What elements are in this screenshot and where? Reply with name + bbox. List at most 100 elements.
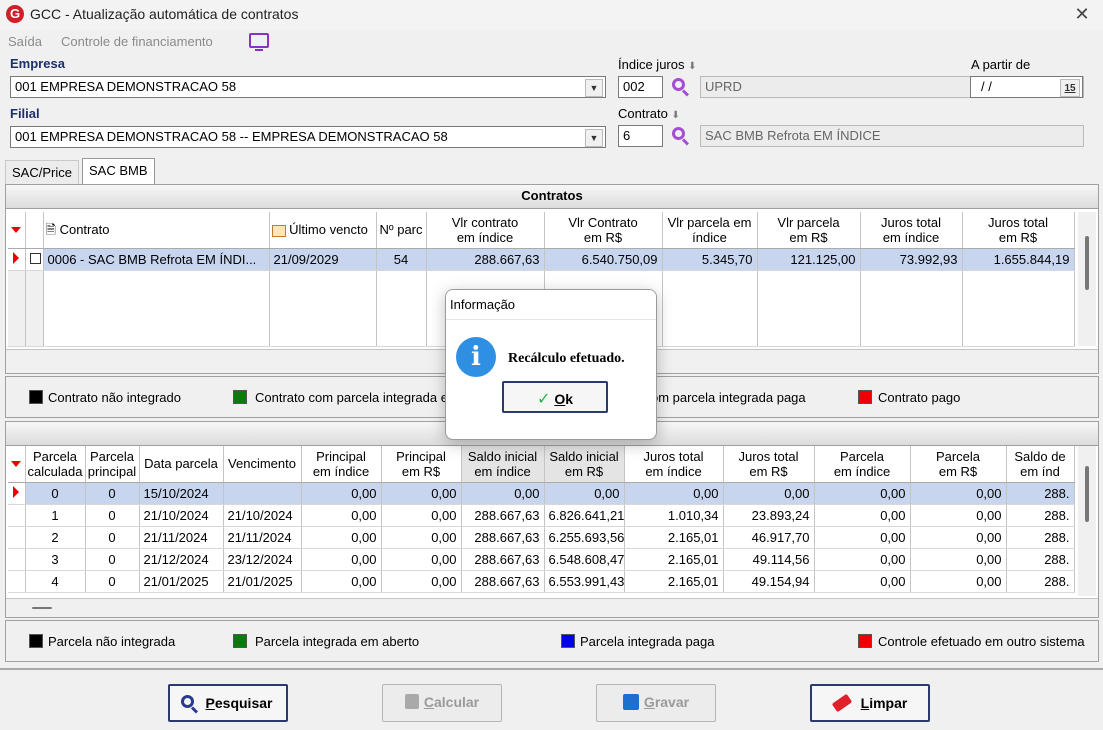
col-nparc[interactable]: Nº parc xyxy=(376,212,427,249)
legend-color-black xyxy=(29,390,43,404)
col-vlr-parcela-rs[interactable]: Vlr parcela em R$ xyxy=(757,212,861,249)
search-icon[interactable] xyxy=(671,126,691,146)
col-juros-indice[interactable]: Juros total em índice xyxy=(860,212,963,249)
table-row[interactable]: 3 0 21/12/2024 23/12/2024 0,00 0,00 288.667,63… xyxy=(8,548,1075,571)
indice-code-input[interactable]: 002 xyxy=(618,76,663,98)
cell-parc-indice: 5.345,70 xyxy=(662,248,758,271)
sort-indicator[interactable] xyxy=(8,446,26,483)
legend-label: Contrato não integrado xyxy=(48,390,181,405)
table-cell: 49.154,94 xyxy=(723,570,815,593)
col-vlr-contrato-indice[interactable]: Vlr contrato em índice xyxy=(426,212,545,249)
parcelas-scrollbar[interactable] xyxy=(1078,446,1096,596)
table-row[interactable]: 2 0 21/11/2024 21/11/2024 0,00 0,00 288.667,63… xyxy=(8,526,1075,549)
col-vlr-parcela-indice[interactable]: Vlr parcela em índice xyxy=(662,212,758,249)
table-cell: 6.553.991,43 xyxy=(544,570,625,593)
empresa-label: Empresa xyxy=(10,56,65,71)
contracts-scrollbar[interactable] xyxy=(1078,212,1096,346)
dialog-title: Informação xyxy=(446,290,656,320)
col-vencimento[interactable]: Vencimento xyxy=(223,446,302,483)
sort-indicator[interactable] xyxy=(8,212,26,249)
table-row[interactable]: 4 0 21/01/2025 21/01/2025 0,00 0,00 288.667,63… xyxy=(8,570,1075,593)
table-cell: 3 xyxy=(25,548,86,571)
legend-label: Contrato pago xyxy=(878,390,961,405)
col-saldo-inicial-rs[interactable]: Saldo inicial em R$ xyxy=(544,446,625,483)
col-principal-indice[interactable]: Principal em índice xyxy=(301,446,382,483)
col-contrato[interactable]: 🗎 Contrato xyxy=(43,212,270,249)
col-saldo-devedor[interactable]: Saldo de em índ xyxy=(1006,446,1075,483)
dialog-message: Recálculo efetuado. xyxy=(508,351,625,366)
col-principal-rs[interactable]: Principal em R$ xyxy=(381,446,462,483)
table-cell: 0,00 xyxy=(910,482,1007,505)
chevron-down-icon[interactable]: ▼ xyxy=(585,79,603,97)
legend-color-green xyxy=(233,634,247,648)
table-cell: 15/10/2024 xyxy=(139,482,224,505)
contrato-label: Contrato ⬇ xyxy=(618,106,680,121)
table-cell: 0 xyxy=(25,482,86,505)
contrato-code-input[interactable]: 6 xyxy=(618,125,663,147)
sort-down-icon: ⬇ xyxy=(671,110,680,121)
table-cell: 21/01/2025 xyxy=(223,570,302,593)
col-juros-total-indice[interactable]: Juros total em índice xyxy=(624,446,724,483)
table-cell: 0,00 xyxy=(910,526,1007,549)
table-row[interactable]: 1 0 21/10/2024 21/10/2024 0,00 0,00 288.667,63… xyxy=(8,504,1075,527)
cell-juros-indice: 73.992,93 xyxy=(860,248,963,271)
scrollbar-thumb[interactable] xyxy=(1085,236,1089,290)
table-cell: 0,00 xyxy=(301,570,382,593)
menu-saida[interactable]: Saída xyxy=(8,34,42,49)
tab-sac-price[interactable]: SAC/Price xyxy=(5,160,79,184)
col-parcela-principal[interactable]: Parcela principal xyxy=(85,446,140,483)
monitor-icon[interactable] xyxy=(249,33,269,51)
col-ultimo-vencto[interactable]: Último vencto xyxy=(269,212,377,249)
table-cell: 0,00 xyxy=(624,482,724,505)
menu-controle-financiamento[interactable]: Controle de financiamento xyxy=(61,34,213,49)
col-juros-total-rs[interactable]: Juros total em R$ xyxy=(723,446,815,483)
parcelas-hscroll[interactable] xyxy=(6,598,1098,617)
table-cell: 0,00 xyxy=(723,482,815,505)
close-icon[interactable]: ✕ xyxy=(1074,4,1090,24)
calendar-icon[interactable]: 15 xyxy=(1060,79,1080,97)
calcular-button[interactable]: Calcular xyxy=(382,684,502,722)
a-partir-de-input[interactable]: / / 15 xyxy=(970,76,1083,98)
table-cell: 288. xyxy=(1006,548,1075,571)
col-parcela-rs[interactable]: Parcela em R$ xyxy=(910,446,1007,483)
filial-select[interactable]: 001 EMPRESA DEMONSTRACAO 58 -- EMPRESA D… xyxy=(10,126,606,148)
legend-label: Parcela integrada em aberto xyxy=(255,634,420,649)
contracts-title: Contratos xyxy=(6,185,1098,209)
a-partir-de-value: / / xyxy=(981,79,992,94)
info-icon: i xyxy=(456,337,496,377)
chevron-down-icon[interactable]: ▼ xyxy=(585,129,603,147)
table-cell: 0,00 xyxy=(814,570,911,593)
table-cell: 6.826.641,21 xyxy=(544,504,625,527)
parcelas-table: Parcela calculada Parcela principal Data p… xyxy=(8,446,1075,593)
col-vlr-contrato-rs[interactable]: Vlr Contrato em R$ xyxy=(544,212,663,249)
search-icon[interactable] xyxy=(671,77,691,97)
hscroll-thumb[interactable] xyxy=(32,607,52,609)
table-cell: 0,00 xyxy=(301,482,382,505)
col-juros-rs[interactable]: Juros total em R$ xyxy=(962,212,1075,249)
gravar-button[interactable]: Gravar xyxy=(596,684,716,722)
scrollbar-thumb[interactable] xyxy=(1085,466,1089,522)
table-cell: 21/01/2025 xyxy=(139,570,224,593)
sort-arrow-icon xyxy=(11,226,22,233)
current-row-icon xyxy=(13,485,20,498)
table-row[interactable]: 0 0 15/10/2024 0,00 0,00 0,00 0,00 0,00 0,00 0,00… xyxy=(8,482,1075,505)
ok-button[interactable]: ✓ Ok xyxy=(502,381,608,413)
empresa-select[interactable]: 001 EMPRESA DEMONSTRACAO 58 ▼ xyxy=(10,76,606,98)
search-icon xyxy=(180,694,200,714)
col-data-parcela[interactable]: Data parcela xyxy=(139,446,224,483)
col-parcela-calculada[interactable]: Parcela calculada xyxy=(25,446,86,483)
limpar-button[interactable]: Limpar xyxy=(810,684,930,722)
check-icon: ✓ xyxy=(536,391,551,408)
table-row[interactable]: 0006 - SAC BMB Refrota EM ÍNDI... 21/09/… xyxy=(8,248,1075,271)
cell-vlr-rs: 6.540.750,09 xyxy=(544,248,663,271)
tab-sac-bmb[interactable]: SAC BMB xyxy=(82,158,155,185)
col-saldo-inicial-indice[interactable]: Saldo inicial em índice xyxy=(461,446,545,483)
table-cell: 1.010,34 xyxy=(624,504,724,527)
pesquisar-button[interactable]: Pesquisar xyxy=(168,684,288,722)
table-cell: 0,00 xyxy=(814,526,911,549)
table-cell: 0,00 xyxy=(301,548,382,571)
row-checkbox[interactable] xyxy=(29,252,41,264)
col-parcela-indice[interactable]: Parcela em índice xyxy=(814,446,911,483)
table-cell: 0,00 xyxy=(910,570,1007,593)
table-cell: 0 xyxy=(85,570,140,593)
